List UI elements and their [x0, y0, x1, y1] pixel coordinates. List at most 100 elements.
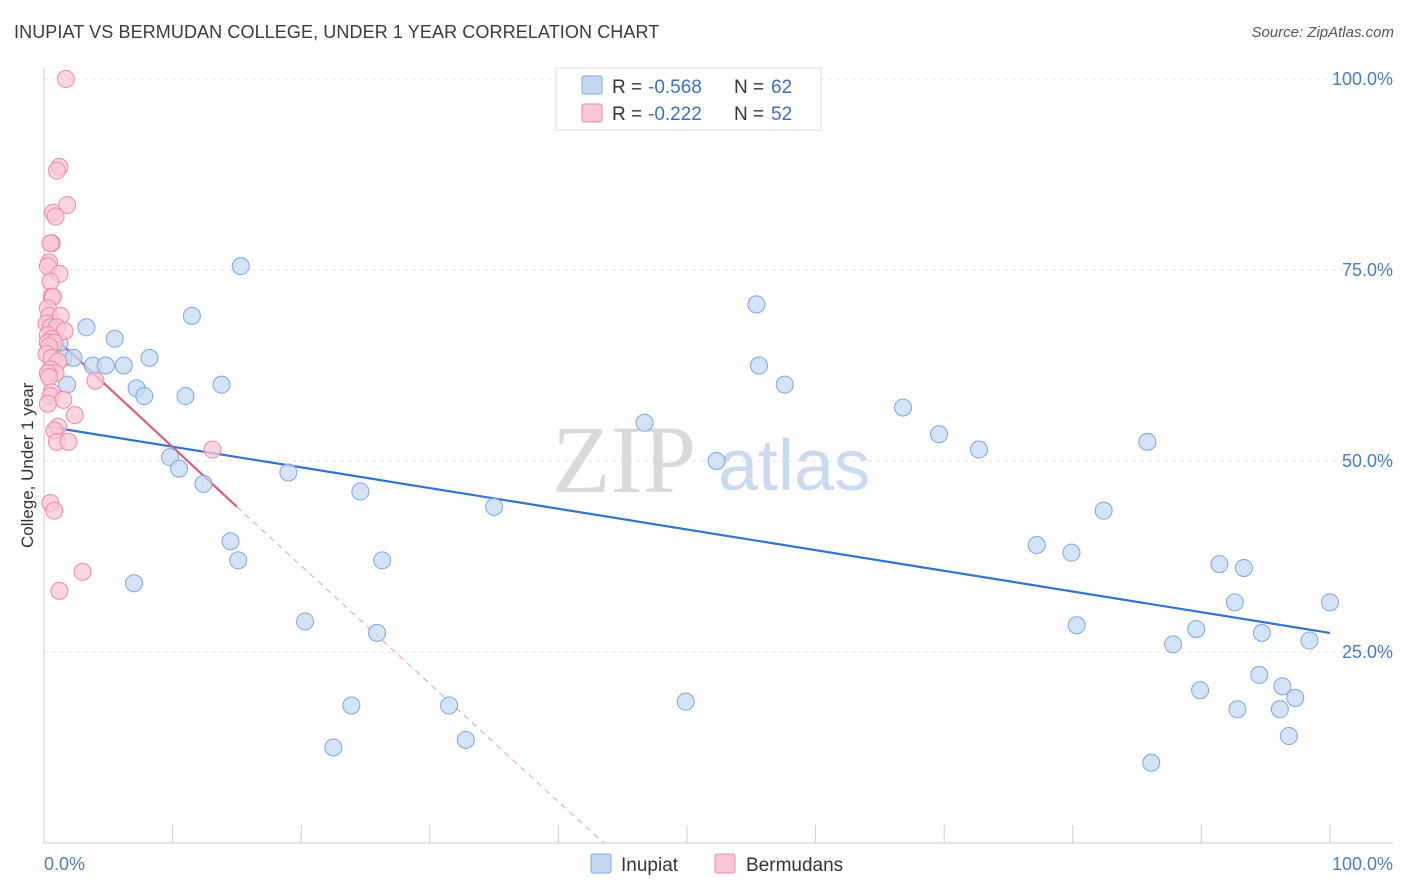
- legend-swatch-bermudans: [581, 103, 603, 123]
- point-inupiat-60: [1321, 593, 1339, 612]
- legend-bottom-label-inupiat: Inupiat: [621, 855, 679, 876]
- point-inupiat-37: [894, 398, 913, 417]
- point-bermudans-38: [65, 406, 84, 425]
- point-inupiat-59: [1300, 631, 1319, 650]
- point-bermudans-11: [41, 272, 60, 291]
- point-inupiat-41: [1062, 543, 1081, 562]
- point-inupiat-46: [1164, 635, 1183, 654]
- point-inupiat-51: [1228, 700, 1247, 719]
- legend-r-label-bermudans: R =: [612, 104, 642, 125]
- legend-n-value-inupiat: 62: [771, 77, 792, 98]
- point-inupiat-3: [77, 318, 96, 337]
- grid-lines: [44, 78, 1393, 653]
- point-inupiat-24: [342, 696, 361, 715]
- point-inupiat-22: [296, 612, 315, 631]
- point-inupiat-35: [750, 356, 769, 375]
- point-inupiat-6: [105, 329, 124, 348]
- point-inupiat-31: [635, 413, 654, 432]
- y-tick-label-2: 50.0%: [1342, 451, 1393, 471]
- legend-r-value-inupiat: -0.568: [648, 77, 702, 98]
- point-inupiat-38: [930, 425, 949, 444]
- x-tick-label-min: 0.0%: [44, 854, 85, 874]
- legend-r-value-bermudans: -0.222: [648, 104, 702, 125]
- legend-bottom-label-bermudans: Bermudans: [746, 855, 843, 876]
- point-inupiat-17: [212, 375, 231, 394]
- legend-n-value-bermudans: 52: [771, 104, 792, 125]
- legend-swatch-inupiat: [581, 75, 603, 95]
- legend-n-label-bermudans: N =: [734, 104, 764, 125]
- trend-line-inupiat: [47, 425, 1331, 634]
- data-points: [37, 70, 1339, 772]
- point-inupiat-20: [231, 257, 250, 276]
- legend-n-label-inupiat: N =: [734, 77, 764, 98]
- point-inupiat-18: [221, 532, 240, 551]
- point-bermudans-43: [203, 440, 222, 459]
- y-tick-label-0: 100.0%: [1332, 69, 1393, 89]
- point-bermudans-7: [41, 234, 60, 253]
- point-inupiat-19: [229, 551, 248, 570]
- point-inupiat-25: [351, 482, 370, 501]
- point-inupiat-49: [1210, 555, 1229, 574]
- chart-title: INUPIAT VS BERMUDAN COLLEGE, UNDER 1 YEA…: [14, 22, 660, 42]
- point-bermudans-33: [86, 371, 105, 390]
- point-inupiat-16: [194, 474, 213, 493]
- point-inupiat-11: [125, 574, 144, 593]
- point-inupiat-48: [1191, 681, 1210, 700]
- point-inupiat-7: [114, 356, 133, 375]
- point-inupiat-39: [969, 440, 988, 459]
- watermark-zip: ZIP: [552, 406, 696, 513]
- legend-top: R = -0.568 N = 62 R = -0.222 N = 52: [555, 67, 822, 131]
- point-inupiat-9: [135, 387, 154, 406]
- tick-labels: 100.0% 75.0% 50.0% 25.0% 0.0% 100.0%: [44, 69, 1393, 874]
- point-inupiat-57: [1279, 727, 1298, 746]
- point-inupiat-50: [1225, 593, 1244, 612]
- point-inupiat-54: [1252, 623, 1271, 642]
- legend-r-label-inupiat: R =: [612, 77, 642, 98]
- point-bermudans-5: [46, 207, 65, 226]
- point-inupiat-29: [456, 730, 475, 749]
- trend-line-dashed-bermudans: [236, 506, 604, 844]
- y-tick-label-3: 25.0%: [1342, 642, 1393, 662]
- point-inupiat-21: [279, 463, 298, 482]
- y-tick-label-1: 75.0%: [1342, 260, 1393, 280]
- point-bermudans-45: [45, 501, 64, 520]
- point-inupiat-28: [440, 696, 459, 715]
- point-inupiat-36: [775, 375, 794, 394]
- axes: [43, 68, 1393, 844]
- point-inupiat-27: [373, 551, 392, 570]
- point-bermudans-3: [58, 196, 77, 215]
- point-inupiat-44: [1138, 432, 1157, 451]
- legend-bottom-swatch-bermudans: [714, 853, 736, 874]
- chart-source: Source: ZipAtlas.com: [1251, 24, 1394, 41]
- point-inupiat-47: [1187, 620, 1206, 639]
- point-inupiat-52: [1234, 558, 1253, 577]
- legend-bottom-swatch-inupiat: [590, 853, 612, 874]
- point-bermudans-2: [47, 161, 66, 180]
- point-inupiat-30: [485, 497, 504, 516]
- point-inupiat-15: [182, 306, 201, 325]
- y-axis-label: College, Under 1 year: [18, 382, 37, 548]
- point-inupiat-53: [1250, 665, 1269, 684]
- point-bermudans-47: [50, 581, 69, 600]
- point-inupiat-45: [1142, 753, 1161, 772]
- point-bermudans-36: [54, 390, 73, 409]
- x-tick-label-max: 100.0%: [1332, 854, 1393, 874]
- point-inupiat-42: [1067, 616, 1086, 635]
- point-bermudans-32: [40, 367, 59, 386]
- point-inupiat-56: [1273, 677, 1292, 696]
- point-inupiat-10: [140, 348, 159, 367]
- point-inupiat-55: [1270, 700, 1289, 719]
- point-inupiat-14: [176, 387, 195, 406]
- point-inupiat-34: [747, 295, 766, 314]
- point-inupiat-58: [1286, 688, 1305, 707]
- point-bermudans-42: [59, 432, 78, 451]
- point-inupiat-40: [1027, 536, 1046, 555]
- legend-bottom: Inupiat Bermudans: [590, 853, 843, 876]
- point-inupiat-5: [96, 356, 115, 375]
- point-bermudans-0: [56, 70, 75, 88]
- point-inupiat-23: [324, 738, 343, 757]
- point-inupiat-32: [676, 692, 695, 711]
- point-inupiat-26: [368, 623, 387, 642]
- point-inupiat-33: [707, 452, 726, 470]
